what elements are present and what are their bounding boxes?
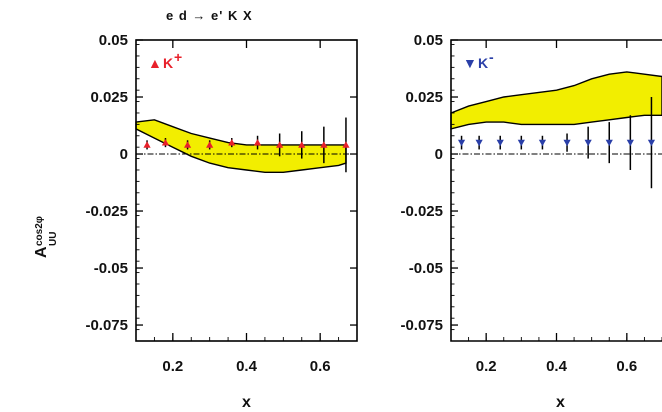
data-point bbox=[320, 141, 328, 148]
y-tick-label: -0.075 bbox=[400, 317, 443, 334]
data-point bbox=[626, 139, 634, 147]
y-tick-label: 0.05 bbox=[99, 32, 128, 49]
x-axis-title: x bbox=[556, 394, 565, 411]
y-axis-label-subscript: UU bbox=[48, 232, 59, 246]
data-point bbox=[563, 139, 571, 147]
data-point bbox=[228, 139, 236, 146]
y-axis-label-superscript: cos2φ bbox=[34, 216, 45, 246]
data-point bbox=[161, 139, 170, 146]
x-tick-label: 0.6 bbox=[310, 358, 331, 375]
legend-charge: + bbox=[174, 49, 182, 65]
right-panel: 0.05 0.025 0 -0.025 -0.05 -0.075 0.2 0.4 0.6 x ▼ K - bbox=[400, 32, 662, 411]
x-tick-label: 0.4 bbox=[546, 358, 568, 375]
data-point bbox=[276, 141, 284, 148]
data-point bbox=[183, 141, 192, 148]
data-point bbox=[298, 141, 306, 148]
data-point bbox=[206, 141, 214, 148]
legend-marker: ▲ bbox=[148, 55, 162, 71]
x-tick-label: 0.2 bbox=[476, 358, 497, 375]
y-tick-label: -0.05 bbox=[94, 260, 128, 277]
left-panel: 0.05 0.025 0 -0.025 -0.05 -0.075 0.2 0.4 0.6 x ▲ K + bbox=[85, 32, 358, 411]
y-tick-label: 0.025 bbox=[405, 89, 443, 106]
data-point bbox=[538, 139, 547, 147]
legend: ▼ K - bbox=[463, 49, 494, 71]
y-tick-label: 0.025 bbox=[90, 89, 128, 106]
model-band bbox=[450, 71, 662, 130]
legend-marker: ▼ bbox=[463, 55, 477, 71]
y-tick-label: -0.05 bbox=[409, 260, 443, 277]
figure-title: e d → e' K X bbox=[166, 8, 253, 23]
data-point bbox=[457, 139, 466, 147]
y-tick-label: 0 bbox=[120, 146, 128, 163]
legend-label: K bbox=[478, 55, 488, 71]
data-point bbox=[517, 139, 525, 147]
x-axis-title: x bbox=[242, 394, 251, 411]
data-point bbox=[647, 139, 656, 147]
legend: ▲ K + bbox=[148, 49, 182, 71]
legend-charge: - bbox=[489, 49, 494, 65]
x-tick-label: 0.6 bbox=[616, 358, 637, 375]
data-point bbox=[475, 139, 483, 147]
y-tick-label: 0 bbox=[435, 146, 443, 163]
data-point bbox=[496, 139, 504, 147]
model-band bbox=[135, 119, 347, 173]
y-tick-label: -0.025 bbox=[400, 203, 443, 220]
data-point bbox=[143, 141, 151, 148]
x-tick-label: 0.4 bbox=[236, 358, 258, 375]
data-point bbox=[253, 139, 262, 146]
y-tick-label: -0.075 bbox=[85, 317, 128, 334]
y-axis-label: A cos2φ UU bbox=[33, 216, 59, 258]
data-point bbox=[342, 141, 350, 148]
y-tick-label: -0.025 bbox=[85, 203, 128, 220]
data-point bbox=[584, 139, 592, 147]
x-tick-label: 0.2 bbox=[162, 358, 183, 375]
legend-label: K bbox=[163, 55, 173, 71]
y-tick-label: 0.05 bbox=[414, 32, 443, 49]
plot-frame bbox=[135, 39, 358, 342]
data-point bbox=[605, 139, 613, 147]
y-axis-label-main: A bbox=[33, 246, 50, 258]
